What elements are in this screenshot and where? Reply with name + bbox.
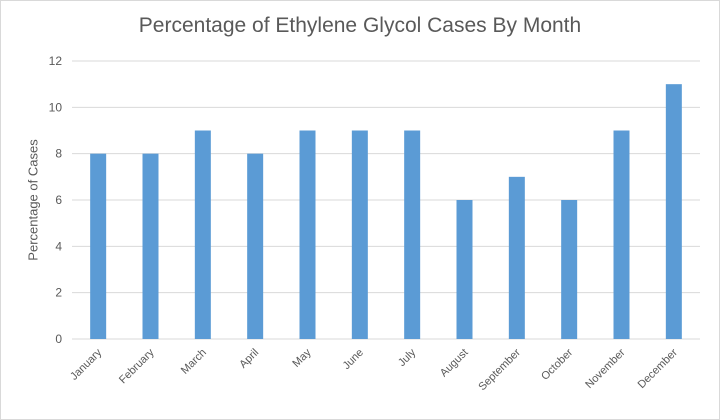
bar-january bbox=[90, 153, 107, 339]
x-tick-label-march: March bbox=[179, 347, 209, 377]
x-tick-label-april: April bbox=[237, 347, 261, 371]
x-tick-label-february: February bbox=[117, 346, 157, 386]
y-tick-label-6: 6 bbox=[55, 193, 62, 207]
y-tick-label-4: 4 bbox=[55, 239, 62, 253]
bar-october bbox=[561, 200, 578, 339]
bar-september bbox=[508, 176, 525, 339]
bar-april bbox=[247, 153, 264, 339]
x-tick-label-may: May bbox=[290, 346, 314, 370]
y-tick-label-2: 2 bbox=[55, 286, 62, 300]
x-tick-label-september: September bbox=[476, 346, 523, 393]
bar-november bbox=[613, 130, 630, 339]
bar-august bbox=[456, 200, 473, 339]
y-tick-label-10: 10 bbox=[49, 100, 63, 114]
chart-title: Percentage of Ethylene Glycol Cases By M… bbox=[138, 14, 582, 37]
bar-june bbox=[351, 130, 368, 339]
x-tick-label-july: July bbox=[396, 346, 419, 369]
x-tick-label-june: June bbox=[341, 347, 366, 372]
y-tick-label-12: 12 bbox=[49, 54, 63, 68]
y-tick-label-8: 8 bbox=[55, 147, 62, 161]
x-tick-label-october: October bbox=[539, 346, 575, 382]
bar-december bbox=[665, 84, 682, 340]
y-tick-label-0: 0 bbox=[55, 332, 62, 346]
x-tick-label-january: January bbox=[68, 346, 105, 383]
x-tick-label-august: August bbox=[438, 347, 471, 380]
bar-may bbox=[299, 130, 316, 339]
bar-march bbox=[194, 130, 211, 339]
bar-february bbox=[142, 153, 159, 339]
x-tick-label-december: December bbox=[636, 346, 681, 391]
bar-july bbox=[404, 130, 421, 339]
x-tick-label-november: November bbox=[583, 346, 628, 391]
